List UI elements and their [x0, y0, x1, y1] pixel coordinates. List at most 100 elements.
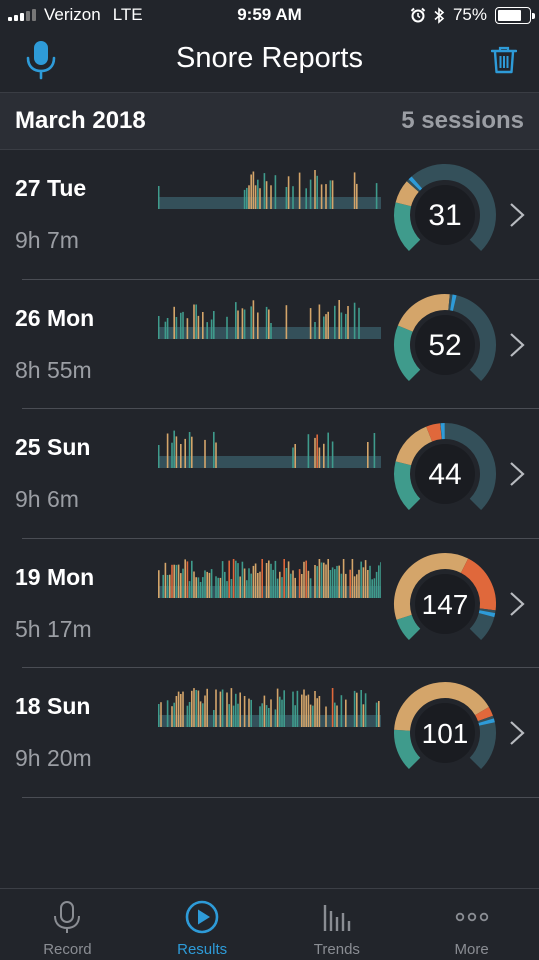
timeline-bar [362, 704, 365, 727]
timeline-bar [367, 442, 369, 468]
signal-strength-icon [8, 9, 36, 21]
timeline-bar [309, 704, 312, 727]
chevron-right-icon[interactable] [509, 591, 525, 617]
timeline-bar [173, 430, 175, 468]
session-duration: 9h 6m [15, 486, 79, 512]
timeline-bar [204, 439, 206, 468]
snore-score-gauge: 101 [394, 682, 496, 770]
timeline-bar [378, 564, 380, 598]
timeline-bar [292, 691, 294, 727]
timeline-bar [193, 688, 195, 727]
timeline-bar [320, 562, 323, 598]
timeline-bar [356, 573, 358, 598]
timeline-bar [336, 565, 338, 598]
timeline-bar [199, 701, 202, 727]
gauge-segment [394, 729, 421, 770]
gauge-marker [408, 176, 423, 191]
timeline-bar [204, 695, 206, 727]
timeline-baseline [158, 197, 381, 209]
timeline-bar [226, 692, 228, 727]
timeline-bar [274, 709, 277, 727]
session-row[interactable]: 18 Sun 9h 20m 101 [0, 668, 539, 798]
trash-icon[interactable] [491, 46, 517, 74]
session-row[interactable]: 25 Sun 9h 6m 44 [0, 409, 539, 539]
status-left: Verizon LTE [8, 5, 143, 25]
timeline-bar [235, 693, 237, 727]
timeline-bar [312, 705, 314, 727]
gauge-segment [394, 461, 421, 511]
timeline-bar [171, 564, 173, 598]
timeline-bar [329, 180, 332, 209]
timeline-bar [265, 562, 268, 598]
gauge-marker [478, 718, 495, 726]
timeline-bar [292, 447, 294, 468]
timeline-bar [331, 688, 334, 727]
chevron-right-icon[interactable] [509, 332, 525, 358]
timeline-bar [254, 563, 257, 598]
tab-results[interactable]: Results [135, 889, 270, 960]
gauge-segment [394, 202, 421, 252]
microphone-icon[interactable] [24, 40, 58, 80]
chevron-right-icon[interactable] [509, 720, 525, 746]
timeline-bar [375, 702, 378, 727]
tab-trends[interactable]: Trends [270, 889, 405, 960]
bluetooth-icon [434, 6, 445, 24]
timeline-bar [188, 580, 191, 598]
timeline-bar [371, 578, 373, 598]
gauge-segment [460, 558, 496, 610]
month-header: March 2018 5 sessions [0, 92, 539, 150]
timeline-bar [265, 705, 268, 727]
session-row[interactable]: 27 Tue 9h 7m 31 [0, 150, 539, 280]
timeline-bar [241, 307, 244, 339]
timeline-bar [197, 576, 200, 598]
gauge-center [415, 444, 475, 504]
timeline-bar [287, 560, 290, 598]
session-count: 5 sessions [401, 107, 524, 134]
timeline-bar [353, 172, 356, 209]
timeline-bar [191, 436, 193, 468]
timeline-bar [327, 432, 329, 468]
timeline-bar [356, 692, 358, 727]
timeline-bar [378, 701, 380, 727]
gauge-center [415, 573, 475, 634]
timeline-bar [252, 171, 255, 209]
alarm-icon [410, 7, 426, 23]
timeline-bar [257, 312, 259, 339]
session-row[interactable]: 19 Mon 5h 17m 147 [0, 539, 539, 668]
timeline-bar [219, 691, 222, 727]
timeline-bar [265, 181, 268, 209]
timeline-bar [331, 441, 334, 468]
session-duration: 8h 55m [15, 356, 92, 383]
timeline-bar [250, 174, 252, 209]
timeline-bar [283, 690, 285, 727]
timeline-bar [334, 305, 336, 339]
gauge-segment [394, 552, 469, 620]
timeline-bar [177, 564, 180, 598]
gauge-segment [447, 293, 496, 381]
timeline-bar [180, 694, 182, 727]
timeline-bar [309, 577, 312, 598]
chevron-right-icon[interactable] [509, 461, 525, 487]
timeline-bar [177, 691, 180, 727]
timeline-bar [206, 688, 208, 727]
tab-more[interactable]: More [404, 889, 539, 960]
timeline-bar [162, 574, 164, 598]
tab-record[interactable]: Record [0, 889, 135, 960]
timeline-bar [257, 572, 259, 598]
gauge-segment [426, 423, 442, 442]
timeline-bar [193, 571, 195, 598]
session-date: 26 Mon [15, 304, 95, 331]
timeline-bar [230, 578, 233, 598]
timeline-bar [270, 699, 272, 727]
chevron-right-icon[interactable] [509, 202, 525, 228]
timeline-bar [309, 179, 312, 209]
microphone-icon [54, 901, 81, 933]
session-row[interactable]: 26 Mon 8h 55m 52 [0, 280, 539, 409]
timeline-bar [318, 447, 321, 468]
more-dots-icon [455, 912, 488, 922]
row-divider [22, 537, 539, 539]
network-type: LTE [112, 5, 143, 24]
timeline-bar [334, 702, 336, 727]
timeline-bar [331, 180, 334, 209]
timeline-bar [301, 694, 303, 727]
